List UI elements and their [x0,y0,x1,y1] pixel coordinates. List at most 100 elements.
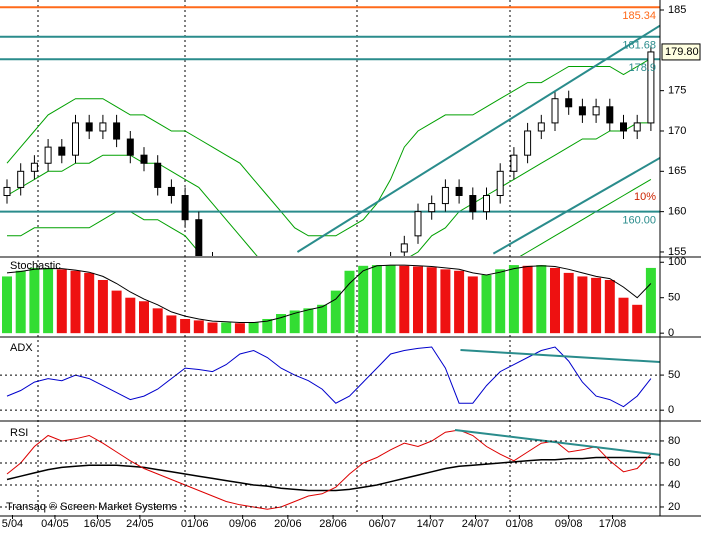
stoch-bar [221,322,232,334]
candle-body [58,146,66,156]
stoch-bar [577,276,588,334]
band-upper [6,57,652,237]
panel-title: ADX [10,342,33,354]
stoch-bar [358,265,369,334]
y-tick-label: 40 [668,479,680,491]
candle-body [620,122,627,132]
y-tick-label: 0 [668,327,674,339]
stoch-bar [454,270,465,334]
stoch-bar [180,318,191,334]
stoch-bar [604,279,615,334]
x-tick-label: 04/05 [41,518,69,530]
stoch-bar [84,272,95,334]
x-tick-label: 17/08 [599,518,627,530]
stoch-bar [413,266,423,334]
trend-line [454,428,660,456]
candle-body [537,122,545,132]
candle-body [565,98,573,108]
candle-body [551,98,559,124]
candle-body [85,122,93,132]
stoch-bar [166,315,177,334]
stoch-bar [536,265,547,334]
candle-body [592,106,600,116]
candle-body [496,170,504,197]
indicator-line [6,346,652,408]
candle-body [469,195,477,213]
y-tick-label: 155 [668,246,686,258]
candle-body [154,162,162,188]
candle-body [99,122,107,132]
panel-plot [6,346,660,408]
candle-body [167,186,175,197]
stoch-bar [70,270,81,334]
stoch-bar [29,267,40,334]
candle-body [30,162,38,172]
candle-body [647,51,655,124]
candle-body [414,211,422,237]
y-tick-label: 160 [668,206,686,218]
y-tick-label: 0 [668,404,674,416]
candle-body [72,122,79,156]
stoch-bar [276,314,286,334]
stoch-bar [508,265,519,334]
level-label: 178.9 [628,62,656,74]
stoch-bar [2,276,12,334]
stoch-bar [43,267,54,334]
level-label: 185.34 [622,10,656,22]
stoch-bar [550,267,560,334]
stoch-bar [440,269,451,334]
candle-body [3,186,11,197]
x-tick-label: 20/06 [274,518,302,530]
y-tick-label: 50 [668,369,680,381]
stoch-bar [522,265,533,334]
stoch-bar [289,310,300,334]
stoch-bar [399,265,410,334]
band-middle [6,122,651,256]
y-tick-label: 60 [668,457,680,469]
stoch-bar [262,318,273,334]
stoch-bar [234,323,245,334]
trend-line [460,349,660,364]
panel-plot [2,264,656,334]
band-lower [7,178,652,256]
candle-body [113,122,121,140]
y-tick-label: 170 [668,125,686,137]
x-tick-label: 5/04 [2,518,23,530]
x-tick-label: 28/06 [319,518,347,530]
candle-body [181,195,189,221]
x-tick-label: 24/07 [462,518,490,530]
stoch-bar [563,272,574,334]
candle-body [578,106,586,116]
panel-title: Stochastic [10,260,61,272]
separators [37,0,511,515]
x-tick-label: 14/07 [417,518,445,530]
x-tick-label: 01/06 [181,518,209,530]
stoch-bar [56,269,67,334]
candle-body [524,130,532,156]
y-tick-label: 165 [668,165,686,177]
stoch-bar [495,269,506,334]
stoch-bar [371,265,382,334]
last-price-box [661,43,701,61]
stoch-bar [248,322,259,334]
stoch-bar [317,304,328,334]
last-price-label: 179.80 [665,46,699,58]
y-tick-label: 100 [668,256,686,268]
candle-body [483,195,490,213]
stoch-signal [6,264,652,323]
indicator-line [6,429,652,510]
stoch-bar [207,322,218,334]
candle-body [428,203,436,213]
panel-plot [0,6,660,256]
stoch-bar [344,270,355,334]
candle-body [441,186,449,205]
x-tick-label: 16/05 [84,518,112,530]
stoch-bar [645,267,656,334]
level-label: 181.68 [622,40,656,52]
stoch-bar [303,308,314,334]
y-tick-label: 185 [668,4,686,16]
level-label: 160.00 [622,215,656,227]
candle-body [633,122,641,132]
